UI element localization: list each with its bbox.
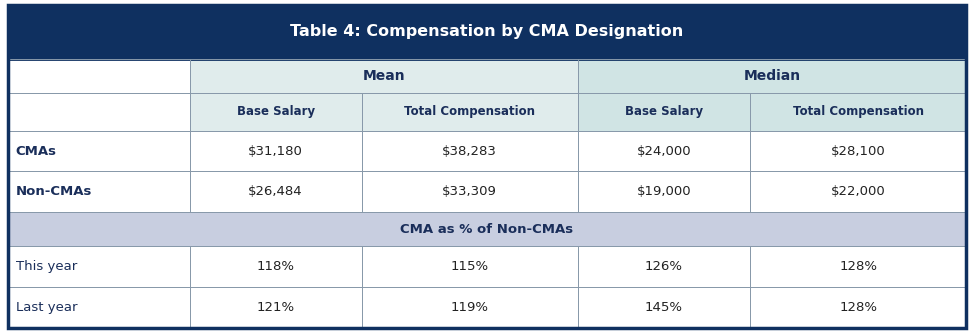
Text: 119%: 119%: [451, 301, 489, 314]
Text: $28,100: $28,100: [831, 145, 885, 158]
Bar: [361, 246, 578, 287]
Bar: [8, 246, 190, 287]
Bar: [190, 93, 361, 131]
Bar: [578, 171, 750, 212]
Bar: [190, 246, 361, 287]
Text: 128%: 128%: [839, 260, 877, 273]
Text: $31,180: $31,180: [248, 145, 303, 158]
Bar: [190, 287, 361, 328]
Bar: [750, 246, 966, 287]
Bar: [8, 171, 190, 212]
Text: $38,283: $38,283: [442, 145, 498, 158]
Text: Mean: Mean: [362, 69, 405, 83]
Text: $26,484: $26,484: [248, 185, 303, 198]
Bar: [190, 131, 361, 171]
Text: Last year: Last year: [16, 301, 77, 314]
Text: Median: Median: [743, 69, 801, 83]
Text: 145%: 145%: [645, 301, 683, 314]
Bar: [190, 171, 361, 212]
Bar: [190, 59, 578, 93]
Text: Non-CMAs: Non-CMAs: [16, 185, 92, 198]
Text: $33,309: $33,309: [442, 185, 498, 198]
Bar: [8, 5, 966, 59]
Bar: [8, 59, 190, 93]
Text: 128%: 128%: [839, 301, 877, 314]
Bar: [578, 131, 750, 171]
Bar: [8, 287, 190, 328]
Text: CMA as % of Non-CMAs: CMA as % of Non-CMAs: [400, 223, 574, 236]
Text: 121%: 121%: [256, 301, 295, 314]
Bar: [578, 93, 750, 131]
Text: This year: This year: [16, 260, 77, 273]
Text: 115%: 115%: [451, 260, 489, 273]
Bar: [361, 131, 578, 171]
Bar: [750, 171, 966, 212]
Text: 118%: 118%: [257, 260, 295, 273]
Bar: [578, 287, 750, 328]
Text: $19,000: $19,000: [637, 185, 692, 198]
Bar: [578, 246, 750, 287]
Text: $24,000: $24,000: [637, 145, 692, 158]
Bar: [361, 171, 578, 212]
Bar: [750, 131, 966, 171]
Text: Total Compensation: Total Compensation: [404, 105, 536, 118]
Text: Total Compensation: Total Compensation: [793, 105, 923, 118]
Bar: [750, 93, 966, 131]
Text: Base Salary: Base Salary: [625, 105, 703, 118]
Text: Table 4: Compensation by CMA Designation: Table 4: Compensation by CMA Designation: [290, 24, 684, 39]
Bar: [8, 212, 966, 246]
Bar: [750, 287, 966, 328]
Text: CMAs: CMAs: [16, 145, 56, 158]
Text: $22,000: $22,000: [831, 185, 885, 198]
Bar: [578, 59, 966, 93]
Text: Base Salary: Base Salary: [237, 105, 315, 118]
Bar: [361, 93, 578, 131]
Bar: [8, 93, 190, 131]
Bar: [361, 287, 578, 328]
Text: 126%: 126%: [645, 260, 683, 273]
Bar: [8, 131, 190, 171]
